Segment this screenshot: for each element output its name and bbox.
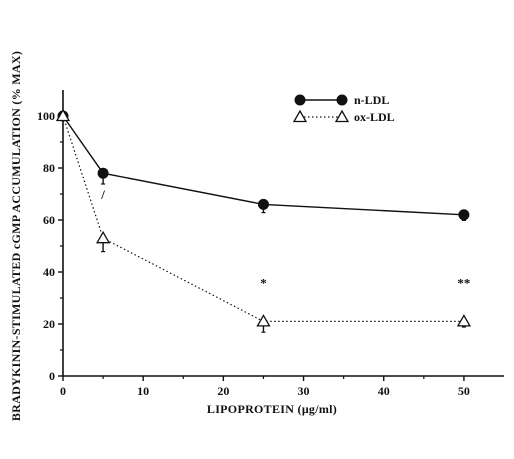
- data-point-n-ldl: [257, 198, 269, 210]
- y-tick-label-80: 80: [43, 161, 55, 175]
- series-layer: /* **: [55, 108, 472, 333]
- y-tick-label-20: 20: [43, 317, 55, 331]
- data-point-n-ldl: [458, 209, 470, 221]
- axes: 0 10 20 30 40 50 0 20 40 60 80 100: [37, 90, 504, 398]
- legend-label-ox-ldl: ox-LDL: [354, 110, 395, 124]
- x-tick-label-50: 50: [458, 384, 470, 398]
- significance-mark: **: [457, 276, 470, 291]
- legend-item-n-ldl: n-LDL: [294, 93, 389, 107]
- series-line-ox-ldl: [62, 115, 464, 322]
- legend-marker-ox-ldl: [292, 109, 308, 123]
- data-point-n-ldl: [97, 167, 109, 179]
- y-tick-label-0: 0: [49, 369, 55, 383]
- legend: n-LDL ox-LDL: [292, 93, 395, 124]
- y-axis-title: BRADYKININ-STIMULATED cGMP ACCUMULATION …: [9, 51, 23, 421]
- y-tick-label-60: 60: [43, 213, 55, 227]
- legend-marker-n-ldl: [294, 94, 306, 106]
- y-tick-label-100: 100: [37, 109, 55, 123]
- data-point-ox-ldl: [95, 230, 111, 244]
- legend-item-ox-ldl: ox-LDL: [292, 109, 395, 124]
- data-point-ox-ldl: [256, 314, 271, 327]
- legend-marker-ox-ldl: [334, 109, 350, 123]
- series-n-ldl: [57, 110, 470, 221]
- x-tick-label-10: 10: [137, 384, 149, 398]
- significance-mark: *: [260, 276, 267, 291]
- x-tick-label-40: 40: [378, 384, 390, 398]
- y-tick-label-40: 40: [43, 265, 55, 279]
- x-tick-label-0: 0: [60, 384, 66, 398]
- legend-marker-n-ldl: [336, 94, 348, 106]
- data-point-ox-ldl: [55, 108, 71, 122]
- x-tick-label-20: 20: [217, 384, 229, 398]
- data-point-ox-ldl: [456, 314, 472, 327]
- significance-mark: /: [100, 187, 105, 202]
- series-line-n-ldl: [62, 115, 464, 216]
- x-axis-title: LIPOPROTEIN (μg/ml): [207, 402, 337, 416]
- x-tick-label-30: 30: [298, 384, 310, 398]
- series-ox-ldl: [55, 108, 472, 333]
- legend-label-n-ldl: n-LDL: [354, 93, 389, 107]
